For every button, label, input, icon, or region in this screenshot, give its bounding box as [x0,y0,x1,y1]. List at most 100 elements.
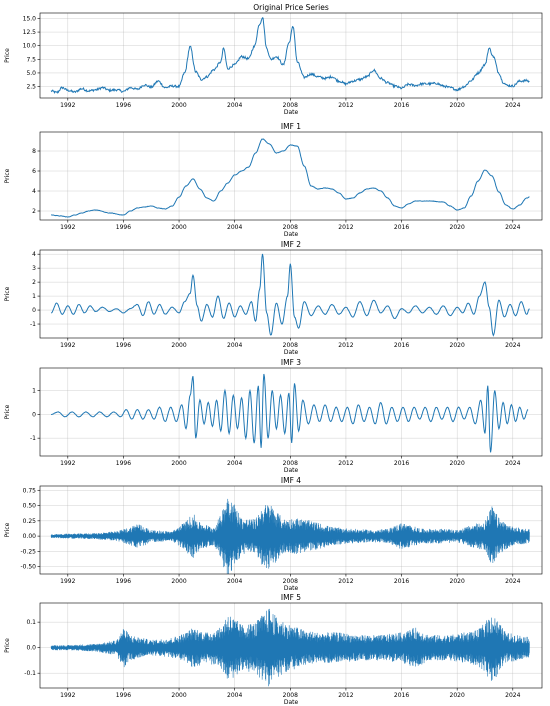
y-tick-label: -1 [30,321,36,328]
series-line [50,498,530,574]
y-axis-label: Price [4,522,11,537]
x-tick-label: 1992 [60,692,75,699]
y-axis-label: Price [4,404,11,419]
x-tick-label: 2020 [450,460,465,467]
y-tick-label: 8 [32,148,36,155]
x-tick-label: 2016 [394,460,409,467]
x-tick-label: 2008 [283,342,298,349]
chart-title: IMF 3 [281,358,301,367]
y-tick-label: -1 [30,435,36,442]
x-tick-label: 2000 [171,224,186,231]
y-tick-label: 12.5 [23,29,37,36]
x-tick-label: 2016 [394,342,409,349]
y-tick-label: 4 [32,188,36,195]
x-tick-label: 1996 [116,342,131,349]
x-tick-label: 2024 [505,102,520,109]
x-tick-label: 2012 [338,578,353,585]
x-tick-label: 2000 [171,578,186,585]
x-tick-label: 2024 [505,692,520,699]
axes-frame [39,367,543,457]
y-tick-label: 15.0 [23,15,37,22]
panel-4: 1992 1996 2000 2004 2008 2012 2016 2020 2024 -1 0 1… [4,358,543,474]
x-tick-label: 2016 [394,692,409,699]
chart-title: IMF 4 [281,476,301,485]
chart-title: Original Price Series [253,3,329,12]
x-tick-label: 2008 [283,692,298,699]
x-axis-label: Date [284,109,299,116]
y-tick-label: 0 [32,307,36,314]
y-axis-label: Price [4,286,11,301]
y-tick-label: 0.25 [23,518,37,525]
panel-3: 1992 1996 2000 2004 2008 2012 2016 2020 2024 -1 0 1… [4,240,543,356]
x-tick-label: 2024 [505,578,520,585]
y-tick-label: 0 [32,411,36,418]
y-tick-label: 7.5 [26,56,36,63]
x-tick-label: 2020 [450,102,465,109]
y-tick-label: -0.25 [20,548,36,555]
series-line [51,373,529,453]
x-axis-label: Date [284,467,299,474]
y-axis-label: Price [4,638,11,653]
panel-5: 1992 1996 2000 2004 2008 2012 2016 2020 2024 -0.5… [4,476,543,592]
x-tick-label: 1996 [116,578,131,585]
y-tick-label: 10.0 [23,43,37,50]
y-tick-label: 0.0 [26,645,36,652]
panel-2: 1992 1996 2000 2004 2008 2012 2016 2020 2024 2 4 6 8… [4,122,543,238]
x-tick-label: 2008 [283,460,298,467]
x-tick-label: 1996 [116,102,131,109]
panel-1: 1992 1996 2000 2004 2008 2012 2016 2020 2024 2.5 5… [4,3,543,116]
x-tick-label: 1992 [60,342,75,349]
x-tick-label: 2004 [227,460,242,467]
series-line [50,17,530,95]
chart-title: IMF 1 [281,122,301,131]
axes-frame [39,12,543,99]
x-axis-label: Date [284,585,299,592]
x-tick-label: 1992 [60,578,75,585]
x-tick-label: 2016 [394,578,409,585]
x-tick-label: 2004 [227,692,242,699]
x-tick-label: 2008 [283,102,298,109]
y-tick-label: 2 [32,279,36,286]
x-tick-label: 2004 [227,342,242,349]
x-tick-label: 2000 [171,342,186,349]
x-tick-label: 2012 [338,342,353,349]
x-tick-label: 2012 [338,460,353,467]
y-axis-label: Price [4,168,11,183]
series-line [50,608,530,687]
axes-frame [39,249,543,339]
x-tick-label: 2000 [171,460,186,467]
y-tick-label: 0.1 [26,619,36,626]
x-tick-label: 2020 [450,342,465,349]
y-tick-label: 0.00 [23,533,37,540]
x-tick-label: 2000 [171,692,186,699]
x-tick-label: 2004 [227,578,242,585]
y-tick-label: 0.75 [23,487,37,494]
x-tick-label: 2024 [505,460,520,467]
y-tick-label: 1 [32,293,36,300]
x-tick-label: 2012 [338,692,353,699]
x-tick-label: 2020 [450,692,465,699]
panel-6: 1992 1996 2000 2004 2008 2012 2016 2020 2024 -0.1… [4,593,543,706]
x-tick-label: 2000 [171,102,186,109]
x-tick-label: 2008 [283,578,298,585]
y-tick-label: 0.50 [23,503,37,510]
chart-title: IMF 2 [281,240,301,249]
y-tick-label: -0.1 [24,670,36,677]
x-axis-label: Date [284,699,299,706]
y-tick-label: -0.50 [20,564,36,571]
y-tick-label: 1 [32,388,36,395]
x-tick-label: 2012 [338,102,353,109]
axes-frame [39,602,543,689]
y-tick-label: 6 [32,168,36,175]
x-tick-label: 1992 [60,460,75,467]
x-tick-label: 2016 [394,102,409,109]
y-axis-label: Price [4,48,11,63]
x-tick-label: 2012 [338,224,353,231]
chart-title: IMF 5 [281,593,301,602]
x-axis-label: Date [284,231,299,238]
x-axis-label: Date [284,349,299,356]
x-tick-label: 2008 [283,224,298,231]
x-tick-label: 2016 [394,224,409,231]
x-tick-label: 2004 [227,224,242,231]
